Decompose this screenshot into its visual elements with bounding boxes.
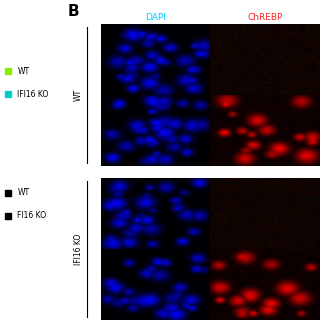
- Text: ChREBP: ChREBP: [247, 13, 283, 22]
- Text: B: B: [68, 4, 79, 19]
- Text: IFI16 KO: IFI16 KO: [17, 90, 49, 99]
- Text: IFI16 KO: IFI16 KO: [74, 234, 83, 265]
- Text: DAPI: DAPI: [145, 13, 166, 22]
- Text: WT: WT: [17, 188, 29, 197]
- Text: WT: WT: [74, 89, 83, 101]
- Text: FI16 KO: FI16 KO: [17, 211, 46, 220]
- Text: WT: WT: [17, 67, 29, 76]
